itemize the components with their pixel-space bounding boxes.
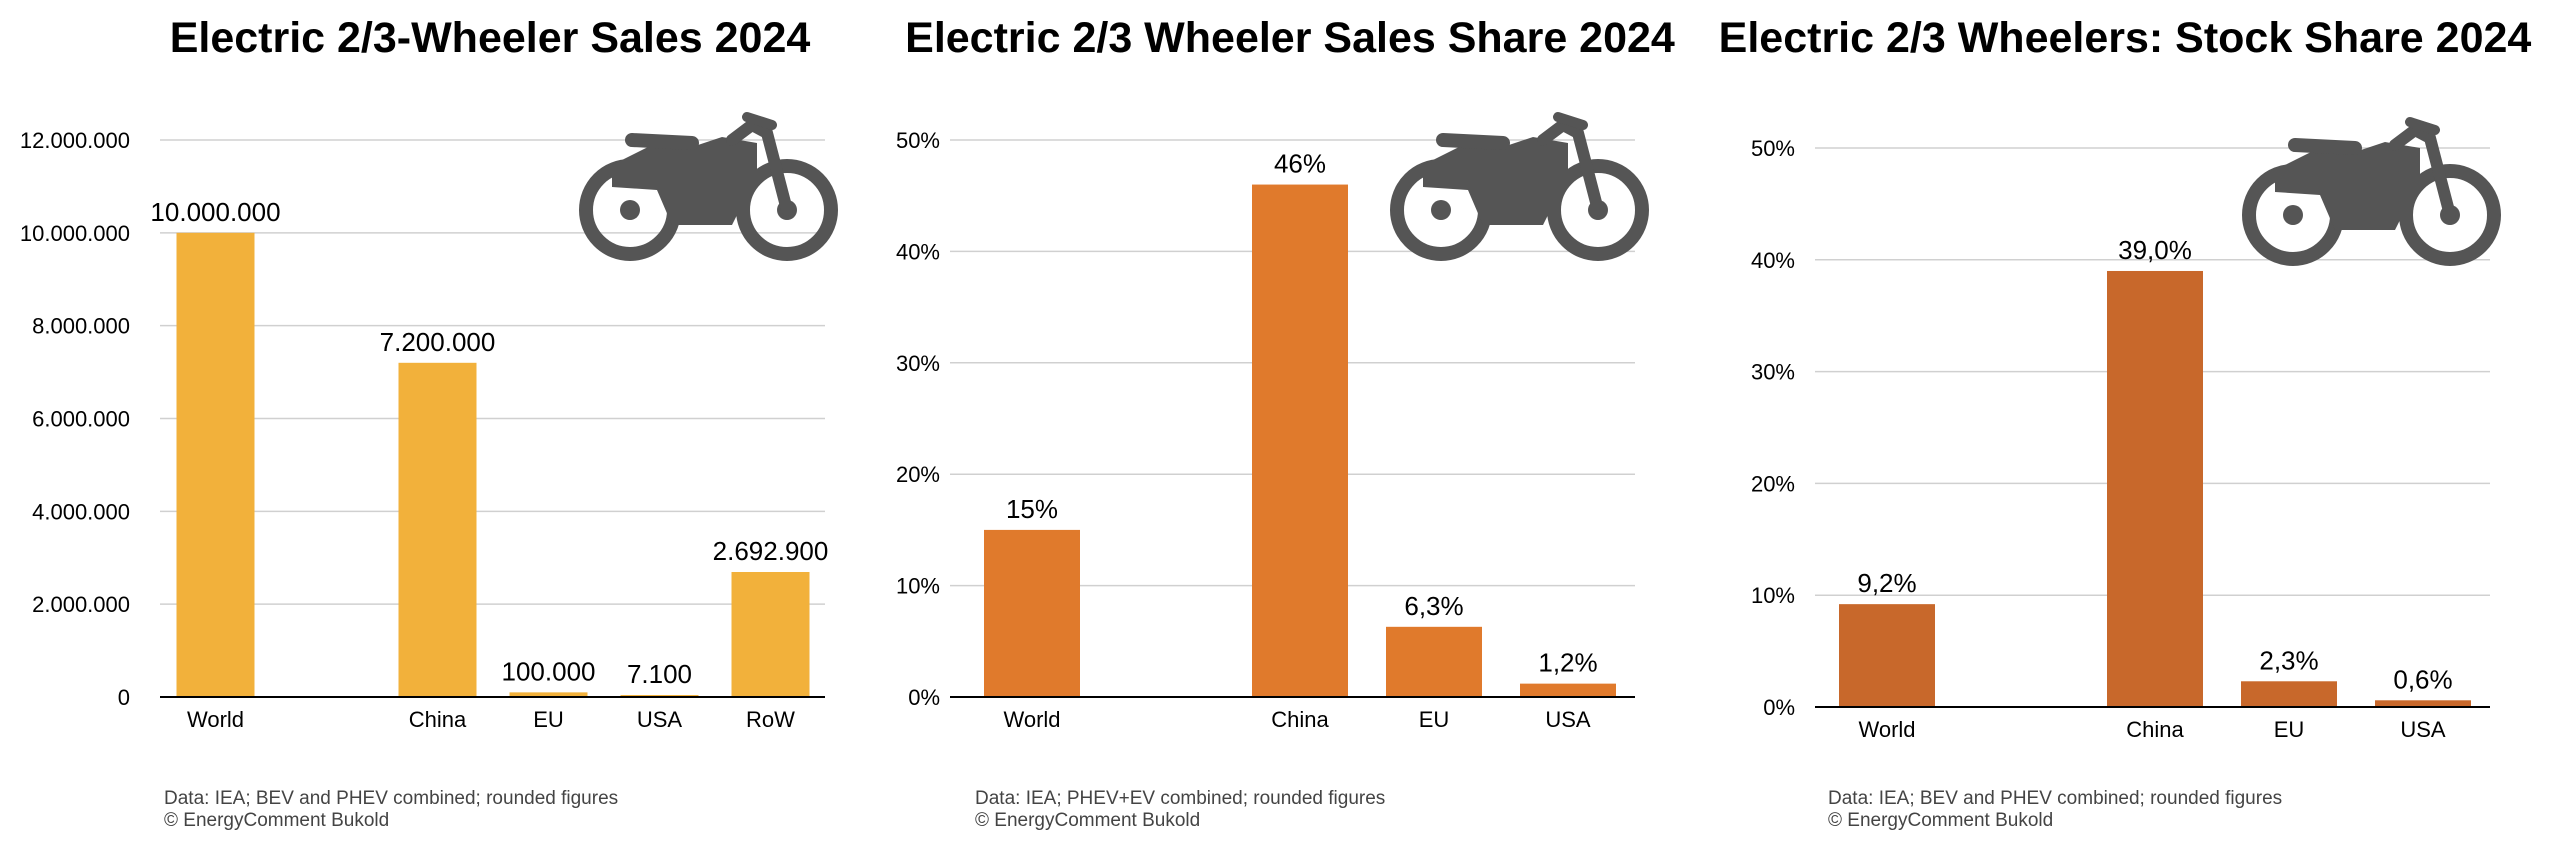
motorcycle-rear-hub xyxy=(2283,205,2303,225)
y-tick-label: 0% xyxy=(1763,695,1795,720)
motorcycle-body xyxy=(612,137,757,225)
source-note: © EnergyComment Bukold xyxy=(164,810,389,831)
y-tick-label: 4.000.000 xyxy=(32,499,130,524)
bar-china xyxy=(398,362,477,697)
motorcycle-seat xyxy=(625,133,699,150)
data-label: 10.000.000 xyxy=(150,197,280,227)
motorcycle-body xyxy=(2275,142,2420,230)
y-tick-label: 12.000.000 xyxy=(20,128,130,153)
source-note: © EnergyComment Bukold xyxy=(1828,810,2053,831)
source-note: Data: IEA; BEV and PHEV combined; rounde… xyxy=(1828,788,2282,809)
y-tick-label: 20% xyxy=(1751,471,1795,496)
source-note: Data: IEA; BEV and PHEV combined; rounde… xyxy=(164,788,618,809)
chart-title: Electric 2/3 Wheeler Sales Share 2024 xyxy=(905,14,1675,62)
motorcycle-front-wheel xyxy=(2399,164,2501,266)
motorcycle-fork xyxy=(1537,117,1604,216)
x-tick-label: EU xyxy=(533,707,564,732)
y-tick-label: 8.000.000 xyxy=(32,314,130,339)
chart-panel-1: Electric 2/3-Wheeler Sales 2024 0 2.000.00… xyxy=(20,14,838,831)
bar-china xyxy=(2107,270,2203,707)
chart-title: Electric 2/3 Wheelers: Stock Share 2024 xyxy=(1719,14,2532,62)
data-label: 7.200.000 xyxy=(380,327,496,357)
data-label: 1,2% xyxy=(1538,648,1597,678)
motorcycle-rear-hub xyxy=(1431,200,1451,220)
motorcycle-body xyxy=(1423,137,1568,225)
motorcycle-icon xyxy=(579,112,838,261)
x-tick-label: EU xyxy=(2274,717,2305,742)
bar-eu xyxy=(2241,681,2337,707)
y-tick-label: 0 xyxy=(118,685,130,710)
chart-panel-3: Electric 2/3 Wheelers: Stock Share 2024 0… xyxy=(1719,14,2532,831)
x-tick-label: China xyxy=(409,707,467,732)
motorcycle-seat xyxy=(1436,133,1510,150)
y-tick-label: 50% xyxy=(896,128,940,153)
bar-world xyxy=(176,232,255,698)
data-label: 39,0% xyxy=(2118,235,2192,265)
y-tick-label: 20% xyxy=(896,462,940,487)
data-label: 9,2% xyxy=(1857,568,1916,598)
x-tick-label: China xyxy=(1271,707,1329,732)
motorcycle-front-wheel xyxy=(1547,159,1649,261)
bar-usa xyxy=(2375,700,2471,707)
bar-eu xyxy=(509,692,588,697)
x-tick-label: USA xyxy=(637,707,683,732)
bar-china xyxy=(1252,184,1348,697)
data-label: 7.100 xyxy=(627,659,692,689)
data-label: 6,3% xyxy=(1404,591,1463,621)
y-tick-label: 40% xyxy=(896,239,940,264)
chart-panel-2: Electric 2/3 Wheeler Sales Share 2024 0% 1… xyxy=(896,14,1675,831)
y-tick-label: 2.000.000 xyxy=(32,592,130,617)
data-label: 2.692.900 xyxy=(713,536,829,566)
motorcycle-rear-hub xyxy=(620,200,640,220)
x-tick-label: USA xyxy=(2400,717,2446,742)
bar-world xyxy=(1839,604,1935,707)
bar-eu xyxy=(1386,626,1482,697)
y-tick-label: 6.000.000 xyxy=(32,407,130,432)
x-tick-label: World xyxy=(1003,707,1060,732)
data-label: 2,3% xyxy=(2259,645,2318,675)
motorcycle-handlebar xyxy=(742,112,777,130)
x-tick-label: World xyxy=(1858,717,1915,742)
motorcycle-seat xyxy=(2288,138,2362,155)
source-note: Data: IEA; PHEV+EV combined; rounded fig… xyxy=(975,788,1385,809)
y-tick-label: 10.000.000 xyxy=(20,221,130,246)
y-tick-label: 30% xyxy=(896,351,940,376)
motorcycle-icon xyxy=(2242,117,2501,266)
motorcycle-fork xyxy=(2389,122,2456,221)
data-label: 46% xyxy=(1274,149,1326,179)
motorcycle-handlebar xyxy=(1553,112,1588,130)
bar-world xyxy=(984,529,1080,697)
chart-title: Electric 2/3-Wheeler Sales 2024 xyxy=(170,14,811,62)
source-note: © EnergyComment Bukold xyxy=(975,810,1200,831)
x-tick-label: USA xyxy=(1545,707,1591,732)
data-label: 0,6% xyxy=(2393,664,2452,694)
data-label: 15% xyxy=(1006,494,1058,524)
y-tick-label: 10% xyxy=(1751,583,1795,608)
y-tick-label: 10% xyxy=(896,574,940,599)
x-tick-label: EU xyxy=(1419,707,1450,732)
y-tick-label: 0% xyxy=(908,685,940,710)
motorcycle-icon xyxy=(1390,112,1649,261)
motorcycle-handlebar xyxy=(2405,117,2440,135)
bar-usa xyxy=(1520,683,1616,697)
x-tick-label: China xyxy=(2126,717,2184,742)
y-tick-label: 40% xyxy=(1751,248,1795,273)
x-tick-label: World xyxy=(187,707,244,732)
y-tick-label: 30% xyxy=(1751,360,1795,385)
bar-row xyxy=(731,572,810,697)
motorcycle-front-wheel xyxy=(736,159,838,261)
x-tick-label: RoW xyxy=(746,707,795,732)
data-label: 100.000 xyxy=(502,656,596,686)
y-tick-label: 50% xyxy=(1751,136,1795,161)
motorcycle-fork xyxy=(726,117,793,216)
